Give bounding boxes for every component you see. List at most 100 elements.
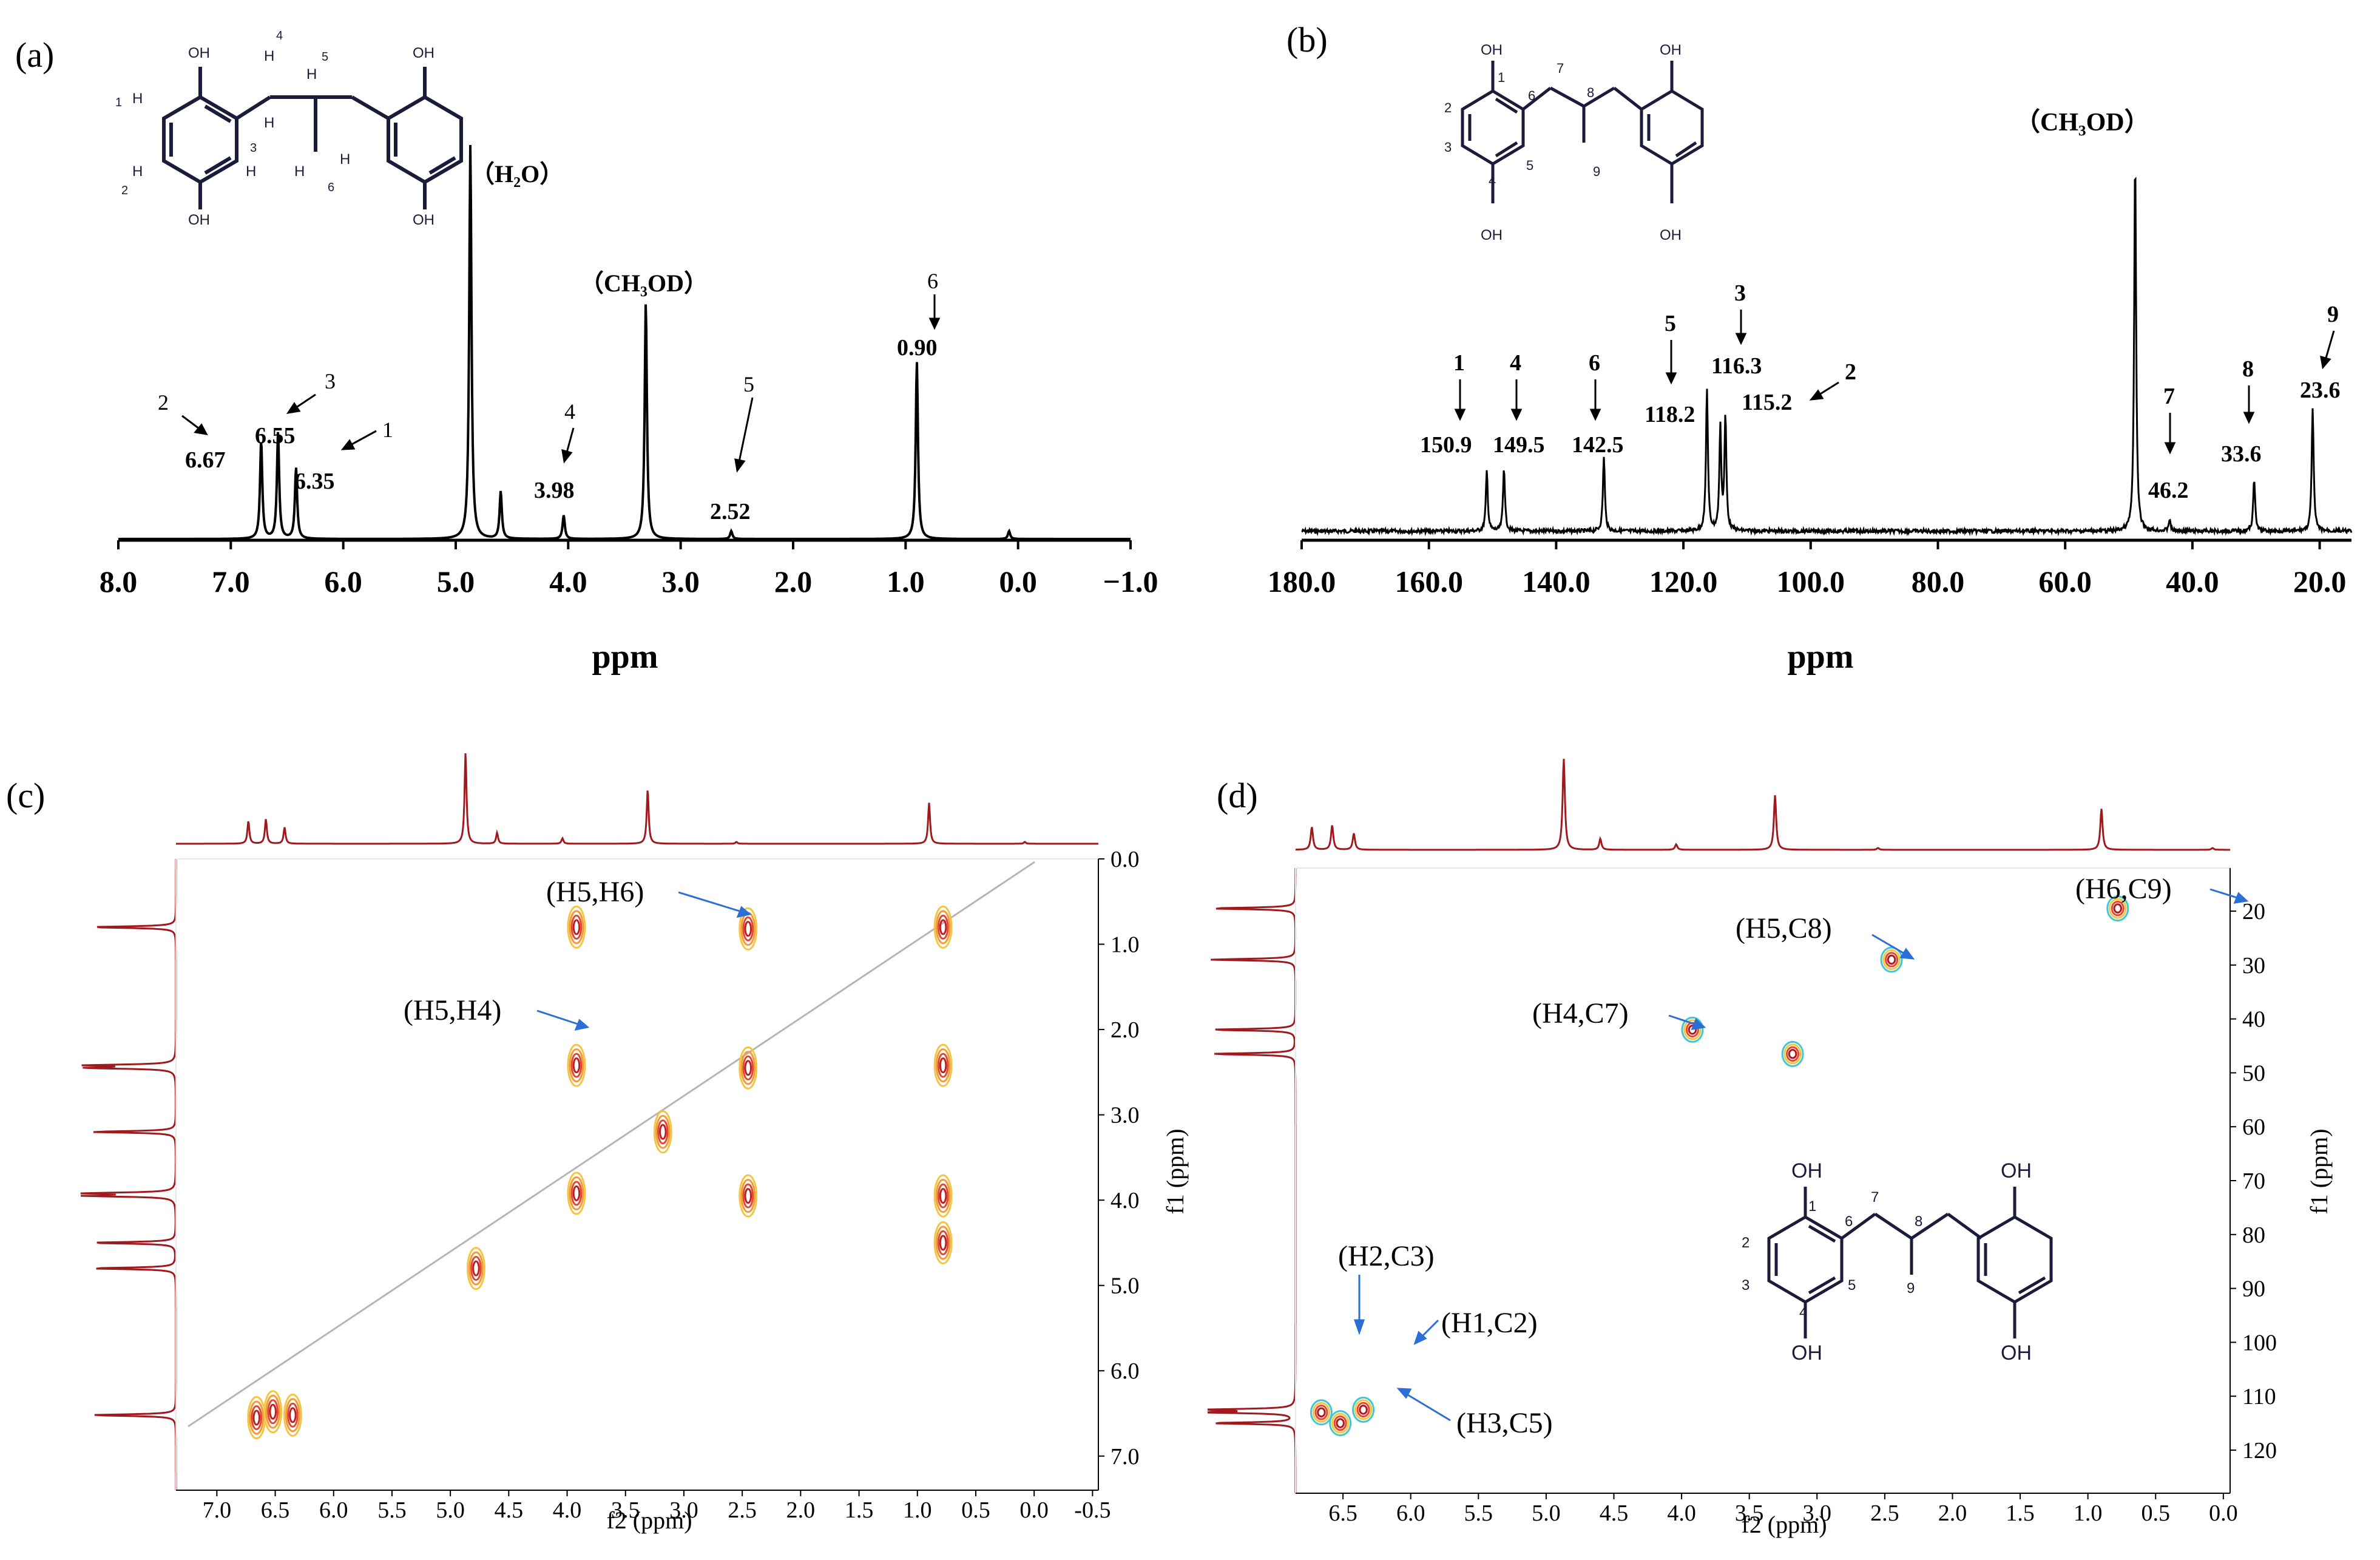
x-tick-label: 5.0 <box>437 565 475 599</box>
peak-5-value: 2.52 <box>710 499 751 524</box>
struct-b-num-4: 4 <box>1489 173 1496 188</box>
x-axis-label-a: ppm <box>592 638 658 676</box>
x-tick-label: 0.5 <box>2141 1501 2170 1526</box>
annot-h5-h6: (H5,H6) <box>546 876 644 908</box>
x-tick-label: 0.0 <box>1019 1497 1049 1523</box>
solvent-ch3od-label-a: （CH₃OD） <box>580 270 708 297</box>
projection-top-c <box>176 753 1098 845</box>
structure-b <box>1461 61 1704 203</box>
y-tick-label: 3.0 <box>1111 1103 1140 1128</box>
y-tick-label: 120 <box>2242 1438 2277 1463</box>
cross-peak <box>1310 1399 1333 1426</box>
y-tick-label: 30 <box>2242 953 2265 978</box>
c-peak-2-num: 2 <box>1845 359 1856 385</box>
c-peak-1-num: 1 <box>1453 350 1465 376</box>
cross-peak <box>247 1396 266 1440</box>
projection-left-c <box>80 859 177 1490</box>
x-tick-label: 4.5 <box>1600 1501 1629 1526</box>
c-peak-7-num: 7 <box>2163 384 2175 409</box>
struct-d-num-3: 3 <box>1742 1277 1750 1294</box>
x-tick-label: 7.0 <box>212 565 250 599</box>
annot-h3-c5: (H3,C5) <box>1456 1407 1553 1439</box>
x-tick-label: 2.0 <box>786 1497 816 1523</box>
peak-6-value: 0.90 <box>897 335 938 361</box>
cross-peak <box>739 1174 758 1218</box>
struct-d-num-8: 8 <box>1915 1213 1922 1230</box>
y-axis-label-c: f1 (ppm) <box>1161 1128 1189 1214</box>
chart-d: (d) 6.5 6.0 5.5 5.0 4.5 4.0 3.5 3.0 2.5 2.0 1.5 1.0… <box>1208 759 2333 1538</box>
x-tick-label: 1.5 <box>845 1497 874 1523</box>
x-tick-label: 3.0 <box>669 1497 698 1523</box>
plot-frame-d <box>1295 867 2231 1494</box>
struct-a-oh-4: OH <box>413 212 434 228</box>
peak-3-num: 3 <box>325 369 336 393</box>
chart-c: (c) 7.0 6.5 6.0 5.5 5.0 4.5 4.0 3.5 3.0 2.5 2.0 1.5… <box>6 753 1189 1534</box>
struct-a-oh-2: OH <box>188 212 210 228</box>
cross-peak <box>466 1247 485 1290</box>
x-tick-label: 0.5 <box>961 1497 990 1523</box>
x-tick-label: 160.0 <box>1395 565 1463 599</box>
y-tick-label: 1.0 <box>1111 932 1140 958</box>
cross-peak <box>2106 895 2129 922</box>
annot-h5-c8: (H5,C8) <box>1736 912 1832 944</box>
y-tick-label: 0.0 <box>1111 847 1140 872</box>
c-peak-9-num: 9 <box>2327 302 2339 327</box>
y-tick-label: 70 <box>2242 1168 2265 1194</box>
struct-b-num-1: 1 <box>1498 70 1505 85</box>
x-tick-label: 3.5 <box>611 1497 640 1523</box>
x-tick-label: 8.0 <box>100 565 138 599</box>
y-tick-label: 80 <box>2242 1223 2265 1248</box>
struct-a-h-6: H <box>306 66 317 83</box>
cross-peak <box>1781 1040 1804 1067</box>
cross-peak <box>1880 946 1903 973</box>
struct-b-oh-2: OH <box>1481 227 1503 243</box>
x-tick-label: 4.0 <box>553 1497 582 1523</box>
struct-d-oh-1: OH <box>1791 1159 1822 1182</box>
y-axis-label-d: f1 (ppm) <box>2305 1128 2333 1214</box>
solvent-h2o-label: （H₂O） <box>470 160 564 188</box>
cross-peak <box>263 1390 283 1434</box>
struct-a-num-1: 1 <box>115 96 122 109</box>
peak-4-value: 3.98 <box>534 478 575 503</box>
x-tick-label: 4.0 <box>1667 1501 1696 1526</box>
c-peak-3-value: 116.3 <box>1711 353 1762 379</box>
x-tick-label: 1.0 <box>903 1497 932 1523</box>
struct-b-oh-3: OH <box>1660 42 1682 58</box>
c-peak-1-value: 150.9 <box>1420 432 1472 458</box>
y-tick-label: 5.0 <box>1111 1273 1140 1299</box>
struct-a-num-6: 6 <box>328 181 334 194</box>
y-tick-label: 50 <box>2242 1060 2265 1086</box>
panel-b-label: (b) <box>1286 20 1328 59</box>
struct-a-oh-1: OH <box>188 45 210 61</box>
struct-d-oh-3: OH <box>2001 1159 2032 1182</box>
x-tick-label: 5.0 <box>1532 1501 1561 1526</box>
annot-h5-h4: (H5,H4) <box>404 994 501 1026</box>
x-tick-label: 4.5 <box>495 1497 524 1523</box>
struct-d-num-6: 6 <box>1845 1213 1853 1230</box>
panel-a: (a) OH OH OH OH H H H H H H H H 1 2 3 4 … <box>0 0 1189 753</box>
cross-peak <box>739 1046 758 1090</box>
struct-d-num-7: 7 <box>1871 1189 1879 1206</box>
c-peak-6-num: 6 <box>1589 350 1600 376</box>
x-tick-label: 1.0 <box>2074 1501 2103 1526</box>
x-axis-label-b: ppm <box>1788 638 1854 676</box>
diagonal-line <box>188 861 1035 1428</box>
chart-b: (b) OH OH OH OH 1 2 3 4 5 6 7 8 9 180.0 1… <box>1268 20 2353 676</box>
x-tick-label: 0.0 <box>999 565 1037 599</box>
struct-a-num-4: 4 <box>276 29 283 42</box>
struct-a-h-3: H <box>246 163 256 180</box>
struct-d-num-1: 1 <box>1808 1198 1816 1215</box>
peak-1-num: 1 <box>382 418 393 442</box>
y-tick-label: 2.0 <box>1111 1017 1140 1043</box>
x-tick-label: 120.0 <box>1649 565 1718 599</box>
panel-c: (c) 7.0 6.5 6.0 5.5 5.0 4.5 4.0 3.5 3.0 2.5 2.0 1.5… <box>0 753 1208 1560</box>
struct-a-h-1: H <box>132 90 143 107</box>
x-tick-label: 80.0 <box>1912 565 1965 599</box>
y-tick-label: 6.0 <box>1111 1358 1140 1384</box>
annot-h2-c3: (H2,C3) <box>1338 1240 1435 1272</box>
spectrum-line-a <box>118 144 1131 540</box>
x-tick-label: 3.0 <box>661 565 700 599</box>
panel-a-label: (a) <box>15 35 54 75</box>
x-tick-label: 6.5 <box>261 1497 290 1523</box>
x-tick-label: 6.0 <box>1396 1501 1425 1526</box>
